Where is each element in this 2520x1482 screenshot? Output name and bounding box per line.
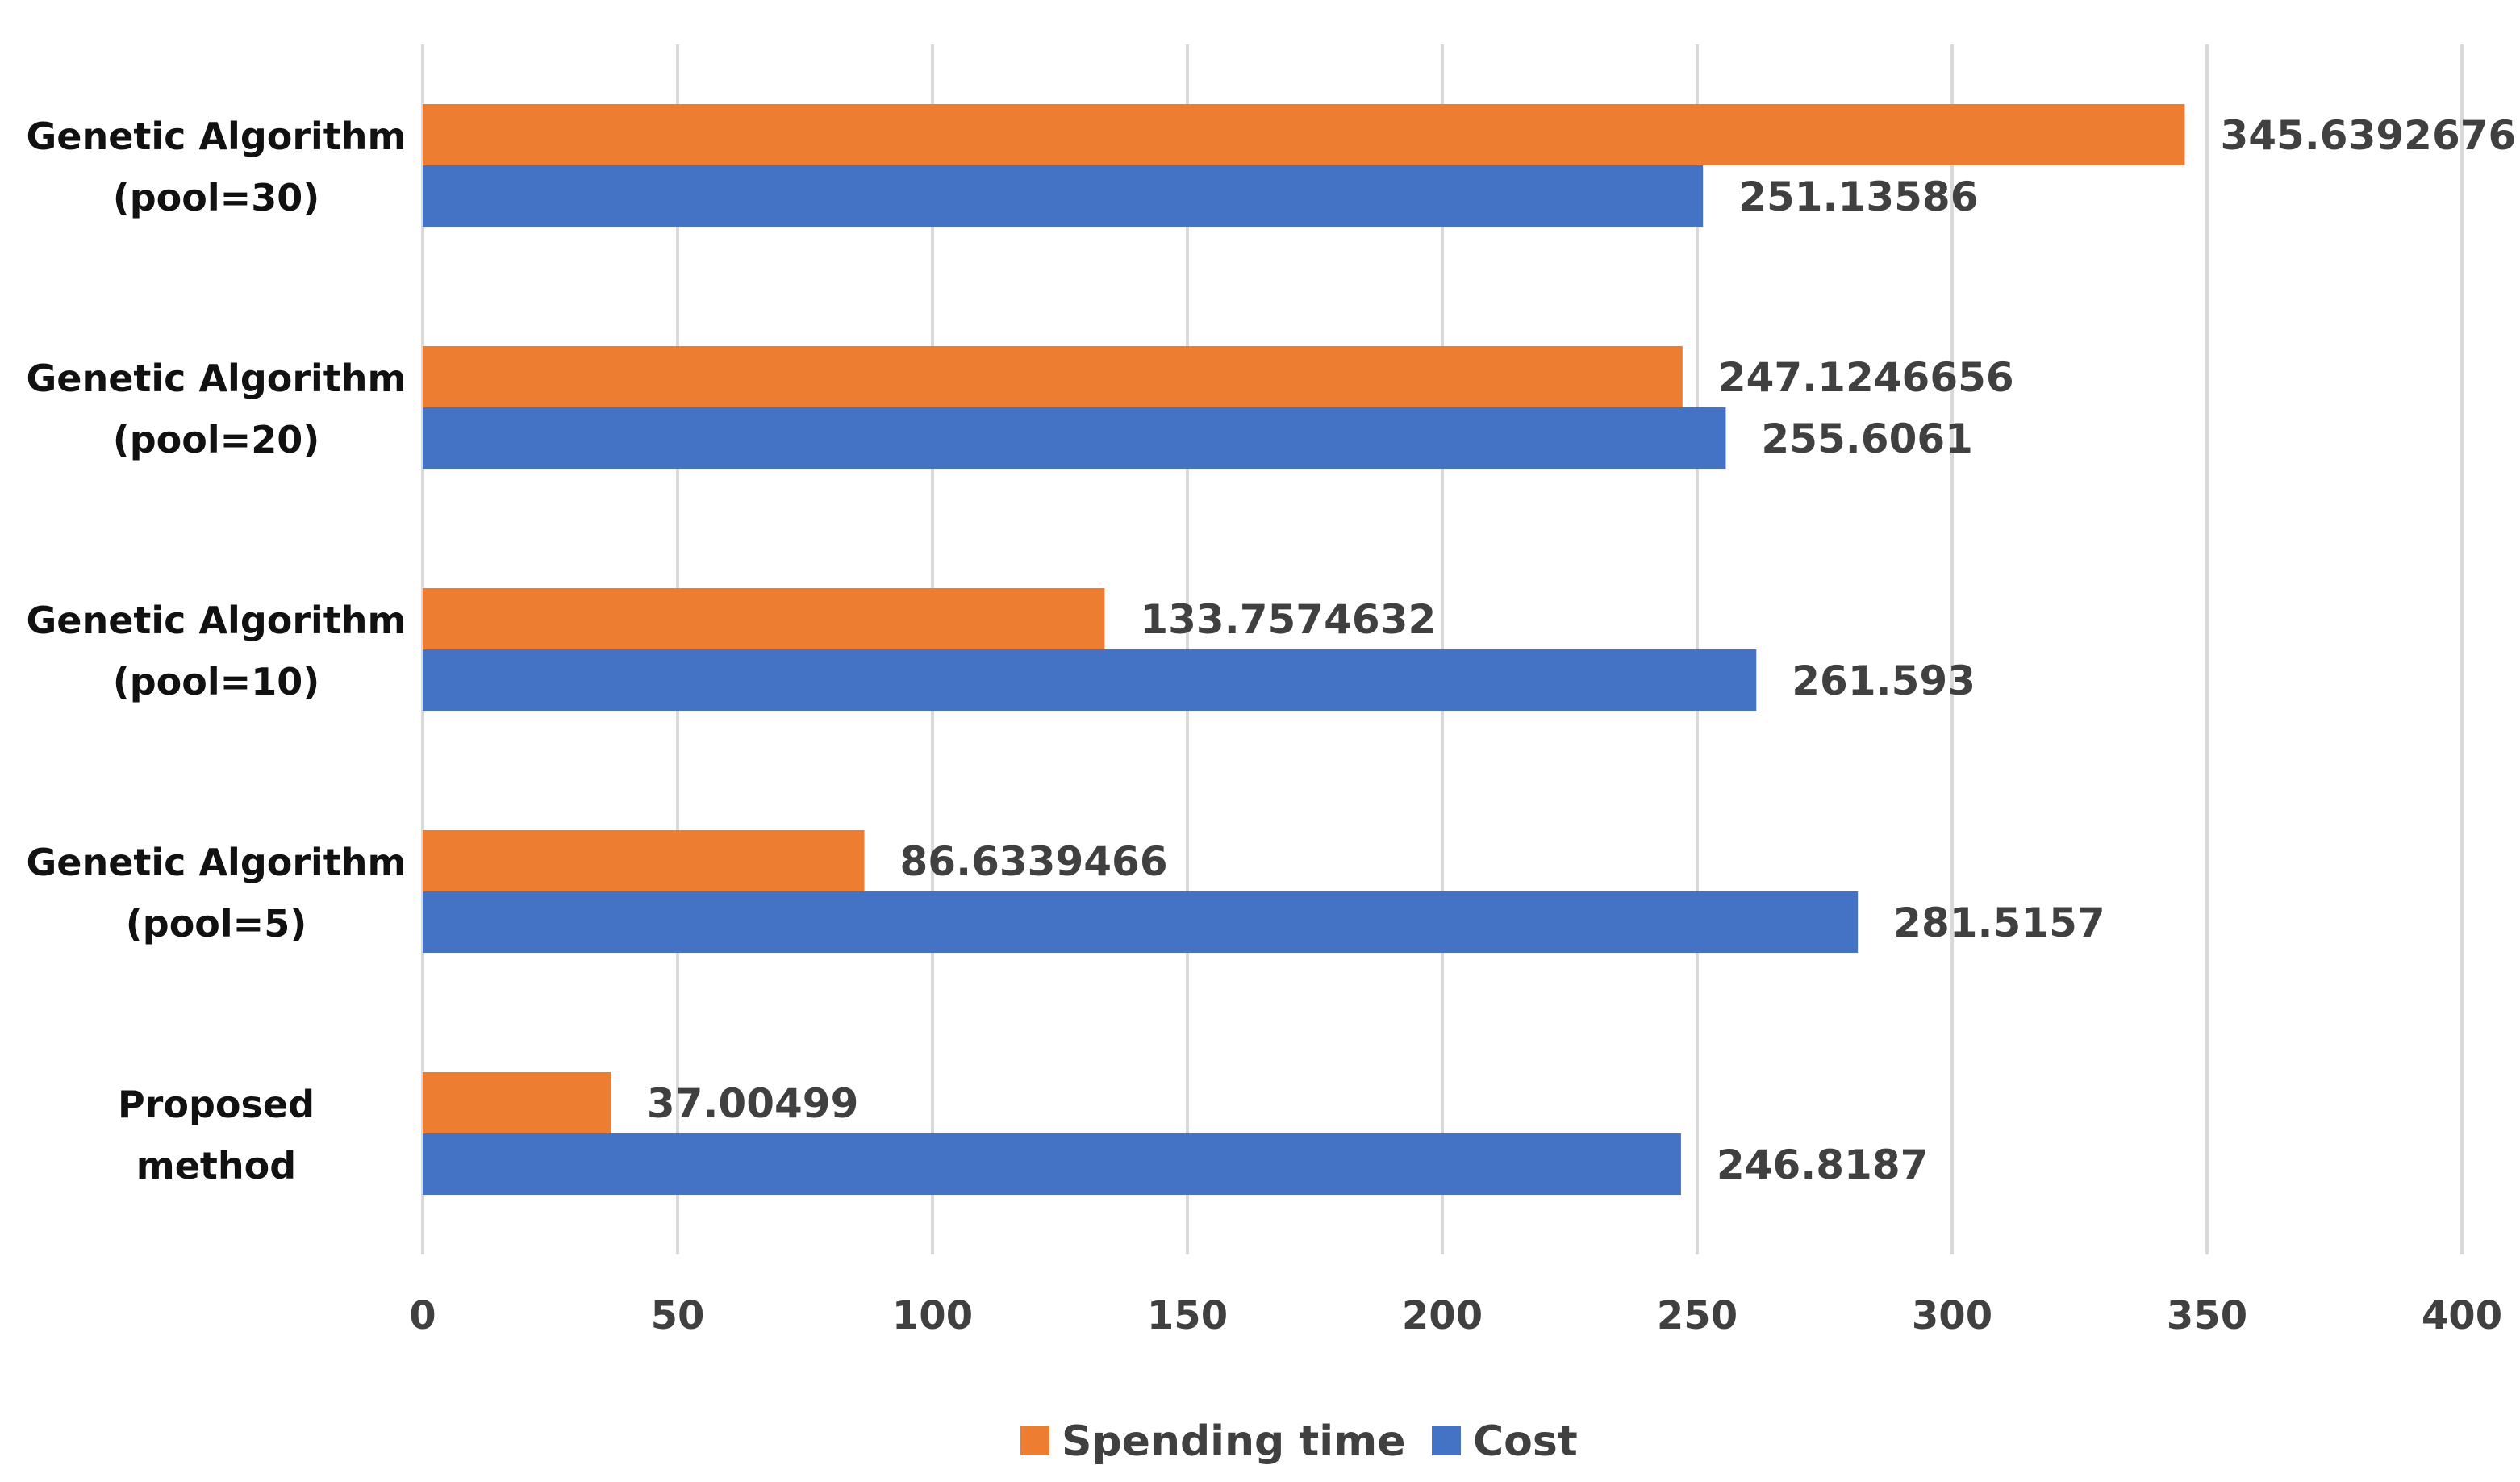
data-label: 247.1246656 (1718, 354, 2014, 401)
bars (423, 104, 2185, 1195)
legend-swatch-cost (1432, 1426, 1461, 1455)
data-label: 86.6339466 (900, 838, 1168, 885)
bar-cost (423, 649, 1757, 711)
x-tick-label: 400 (2422, 1293, 2502, 1338)
data-label: 251.13586 (1738, 173, 1978, 220)
category-label: method (136, 1144, 296, 1188)
x-tick-label: 0 (409, 1293, 436, 1338)
bar-spending-time (423, 346, 1683, 407)
x-tick-label: 200 (1402, 1293, 1483, 1338)
bar-spending-time (423, 830, 865, 891)
category-labels: Genetic Algorithm (pool=30) Genetic Algori… (27, 115, 407, 1188)
bar-spending-time (423, 588, 1105, 649)
x-tick-label: 50 (651, 1293, 705, 1338)
legend: Spending time Cost (1020, 1417, 1578, 1466)
category-label: (pool=20) (113, 418, 320, 461)
legend-label: Spending time (1062, 1417, 1406, 1466)
bar-spending-time (423, 1072, 611, 1133)
bar-cost (423, 1133, 1681, 1195)
x-tick-label: 350 (2167, 1293, 2247, 1338)
legend-swatch-spending-time (1020, 1426, 1049, 1455)
category-label: (pool=5) (126, 902, 307, 946)
bar-cost (423, 165, 1704, 227)
data-label: 281.5157 (1893, 900, 2105, 946)
category-label: Genetic Algorithm (27, 357, 407, 400)
bar-spending-time (423, 104, 2185, 165)
data-label: 255.6061 (1761, 415, 1973, 462)
x-tick-label: 300 (1912, 1293, 1992, 1338)
category-label: (pool=30) (113, 176, 320, 219)
legend-label: Cost (1473, 1417, 1578, 1466)
data-label: 246.8187 (1717, 1142, 1929, 1188)
data-labels: 345.6392676 251.13586 247.1246656 255.6061 1… (647, 112, 2516, 1188)
bar-cost (423, 407, 1726, 469)
data-label: 345.6392676 (2220, 112, 2516, 159)
category-label: Genetic Algorithm (27, 841, 407, 884)
data-label: 261.593 (1792, 658, 1976, 704)
category-label: (pool=10) (113, 660, 320, 703)
data-label: 133.7574632 (1140, 596, 1436, 643)
bar-cost (423, 891, 1859, 953)
data-label: 37.00499 (647, 1080, 859, 1127)
x-tick-label: 250 (1657, 1293, 1738, 1338)
x-tick-label: 150 (1147, 1293, 1228, 1338)
category-label: Genetic Algorithm (27, 599, 407, 642)
category-label: Proposed (118, 1083, 315, 1126)
category-label: Genetic Algorithm (27, 115, 407, 158)
x-tick-label: 100 (892, 1293, 973, 1338)
x-axis-tick-labels: 0 50 100 150 200 250 300 350 400 (409, 1293, 2502, 1338)
